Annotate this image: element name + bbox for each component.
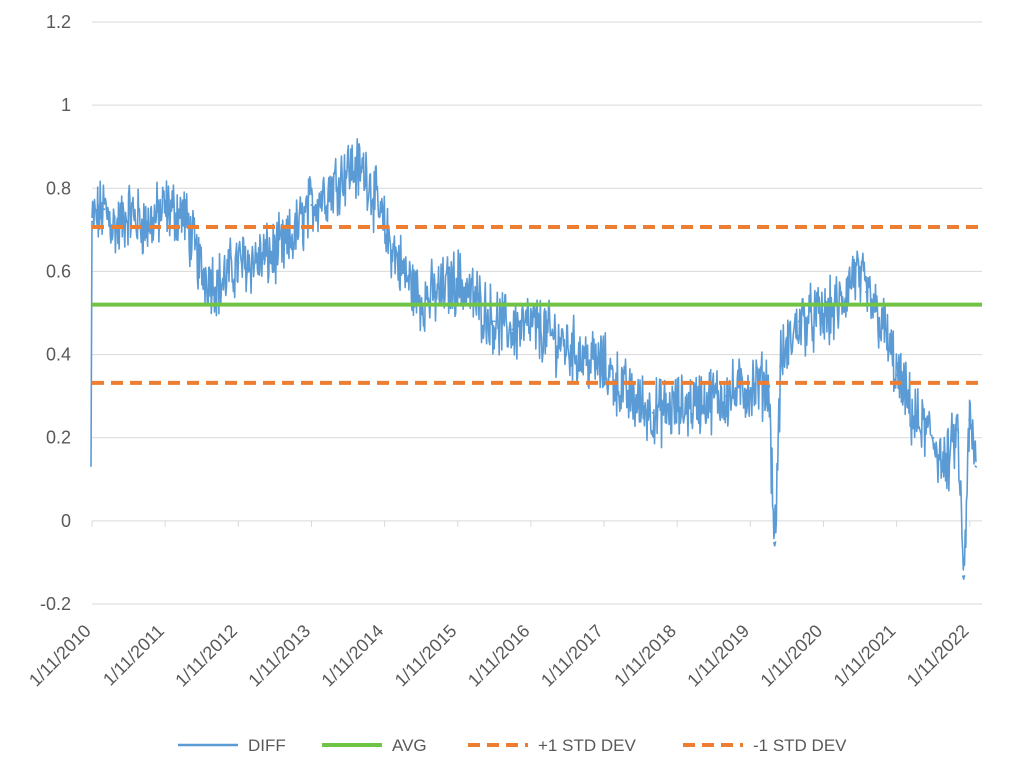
x-tick-label: 1/11/2019 — [683, 621, 753, 691]
legend-label: DIFF — [248, 736, 286, 755]
series-diff-line — [90, 138, 977, 580]
legend-diff: DIFF — [178, 736, 286, 755]
series-lines — [90, 138, 982, 580]
x-tick-label: 1/11/2017 — [537, 621, 607, 691]
x-tick-label: 1/11/2020 — [757, 621, 827, 691]
legend-plus-std: +1 STD DEV — [468, 736, 636, 755]
x-tick-label: 1/11/2018 — [610, 621, 680, 691]
legend-label: -1 STD DEV — [753, 736, 847, 755]
x-tick-label: 1/11/2016 — [464, 621, 534, 691]
legend: DIFF AVG +1 STD DEV -1 STD DEV — [178, 736, 847, 755]
x-tick-label: 1/11/2012 — [171, 621, 241, 691]
x-tick-label: 1/11/2015 — [391, 621, 461, 691]
x-tick-label: 1/11/2010 — [25, 621, 95, 691]
y-tick-label: 0.8 — [46, 178, 71, 198]
x-tick-label: 1/11/2013 — [244, 621, 314, 691]
y-tick-label: 1 — [61, 95, 71, 115]
y-tick-label: 1.2 — [46, 12, 71, 32]
y-tick-label: 0.6 — [46, 261, 71, 281]
legend-avg: AVG — [322, 736, 427, 755]
y-tick-label: 0.4 — [46, 345, 71, 365]
gridlines — [91, 21, 982, 605]
y-tick-label: -0.2 — [40, 594, 71, 614]
legend-label: AVG — [392, 736, 427, 755]
legend-minus-std: -1 STD DEV — [683, 736, 847, 755]
x-tick-label: 1/11/2022 — [903, 621, 973, 691]
legend-label: +1 STD DEV — [538, 736, 636, 755]
x-axis-tick-labels: 1/11/2010 1/11/2011 1/11/2012 1/11/2013 1/11… — [25, 621, 973, 691]
x-tick-label: 1/11/2011 — [99, 621, 168, 690]
x-tick-label: 1/11/2014 — [318, 621, 388, 691]
x-tick-label: 1/11/2021 — [830, 621, 900, 691]
y-tick-label: 0.2 — [46, 428, 71, 448]
y-axis-tick-labels: -0.2 0 0.2 0.4 0.6 0.8 1 1.2 — [40, 12, 71, 614]
y-tick-label: 0 — [61, 511, 71, 531]
